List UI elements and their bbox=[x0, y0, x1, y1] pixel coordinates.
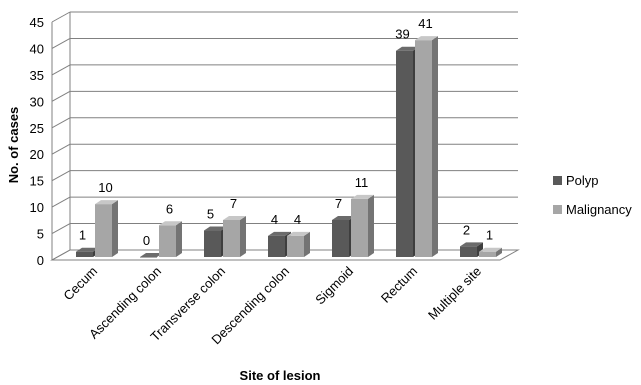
y-tick-label: 45 bbox=[30, 15, 44, 30]
bar-top bbox=[204, 226, 227, 231]
bar-top bbox=[287, 231, 310, 236]
bar-top bbox=[351, 194, 374, 199]
bar-front bbox=[396, 50, 413, 257]
gridlines bbox=[51, 11, 518, 261]
bar-side bbox=[496, 247, 502, 257]
y-tick-label: 5 bbox=[37, 227, 44, 242]
side-gridline bbox=[51, 249, 71, 261]
bar-malignancy-5 bbox=[415, 36, 438, 258]
bar-top bbox=[95, 200, 118, 205]
bar-malignancy-1 bbox=[159, 221, 182, 257]
bar-malignancy-2 bbox=[223, 215, 246, 257]
category-label: Rectum bbox=[378, 264, 420, 306]
data-label: 6 bbox=[166, 201, 173, 216]
bar-front bbox=[223, 219, 240, 257]
bar-side bbox=[240, 215, 246, 257]
side-gridline bbox=[51, 143, 71, 155]
bar-side bbox=[304, 231, 310, 257]
bar-front bbox=[287, 235, 304, 257]
data-label: 10 bbox=[98, 180, 112, 195]
bar-front bbox=[415, 40, 432, 258]
category-label: Cecum bbox=[60, 264, 100, 304]
bar-top bbox=[223, 215, 246, 220]
bar-front bbox=[268, 235, 285, 257]
data-label: 1 bbox=[79, 228, 86, 243]
side-gridline bbox=[51, 38, 71, 49]
data-label: 1 bbox=[486, 228, 493, 243]
bar-top bbox=[415, 36, 438, 41]
y-tick-label: 30 bbox=[30, 94, 44, 109]
bar-malignancy-0 bbox=[95, 200, 118, 257]
bar-side bbox=[112, 200, 118, 257]
legend-label: Polyp bbox=[566, 173, 599, 188]
data-label: 7 bbox=[230, 196, 237, 211]
legend-swatch bbox=[553, 205, 562, 214]
category-label: Multiple site bbox=[425, 264, 484, 323]
bar-front bbox=[140, 257, 157, 258]
y-tick-label: 0 bbox=[37, 253, 44, 268]
data-label: 2 bbox=[463, 222, 470, 237]
y-tick-label: 40 bbox=[30, 41, 44, 56]
bar-malignancy-6 bbox=[479, 247, 502, 257]
y-tick-label: 10 bbox=[30, 200, 44, 215]
bar-top bbox=[332, 215, 355, 220]
bar-top bbox=[396, 46, 419, 51]
bar-front bbox=[351, 198, 368, 257]
bars bbox=[76, 36, 502, 258]
bar-front bbox=[332, 219, 349, 257]
bar-malignancy-4 bbox=[351, 194, 374, 257]
y-tick-label: 35 bbox=[30, 68, 44, 83]
y-tick-label: 20 bbox=[30, 147, 44, 162]
data-label: 11 bbox=[355, 175, 369, 190]
bar-polyp-1 bbox=[140, 253, 163, 258]
data-label: 0 bbox=[143, 233, 150, 248]
side-gridline bbox=[51, 170, 71, 182]
bar-top bbox=[76, 247, 99, 252]
plot-frame bbox=[50, 12, 520, 261]
bar-front bbox=[204, 230, 221, 257]
legend: Polyp Malignancy bbox=[553, 173, 632, 217]
side-gridline bbox=[51, 64, 71, 76]
bar-top bbox=[479, 247, 502, 252]
side-gridline bbox=[51, 196, 71, 208]
bar-top bbox=[140, 253, 163, 257]
bar-front bbox=[479, 251, 496, 257]
bar-top bbox=[159, 221, 182, 226]
y-axis-title: No. of cases bbox=[6, 107, 21, 184]
data-label: 4 bbox=[294, 212, 301, 227]
bar-front bbox=[95, 204, 112, 257]
data-label: 39 bbox=[395, 27, 409, 42]
x-axis-title: Site of lesion bbox=[240, 368, 321, 383]
bar-front bbox=[76, 251, 93, 257]
legend-swatch bbox=[553, 176, 562, 185]
side-gridline bbox=[51, 11, 71, 23]
data-label: 7 bbox=[335, 196, 342, 211]
bar-side bbox=[432, 36, 438, 258]
bar-top bbox=[460, 242, 483, 247]
y-tick-label: 25 bbox=[30, 121, 44, 136]
data-label: 4 bbox=[271, 212, 278, 227]
bar-side bbox=[176, 221, 182, 257]
data-labels: 1 10 0 6 5 7 4 4 7 11 39 41 2 1 bbox=[79, 16, 493, 248]
legend-item-polyp: Polyp bbox=[553, 173, 599, 188]
bar-side bbox=[368, 194, 374, 257]
data-label: 5 bbox=[207, 207, 214, 222]
y-tick-labels: 0 5 10 15 20 25 30 35 40 45 bbox=[30, 15, 44, 268]
category-label: Sigmoid bbox=[312, 264, 356, 308]
side-gridline bbox=[51, 90, 71, 102]
bar-front bbox=[159, 225, 176, 257]
bar-top bbox=[268, 231, 291, 236]
legend-item-malignancy: Malignancy bbox=[553, 202, 632, 217]
bar-malignancy-3 bbox=[287, 231, 310, 257]
y-tick-label: 15 bbox=[30, 174, 44, 189]
bar-front bbox=[460, 246, 477, 257]
side-gridline bbox=[51, 117, 71, 129]
data-label: 41 bbox=[418, 16, 432, 31]
legend-label: Malignancy bbox=[566, 202, 632, 217]
side-gridline bbox=[51, 223, 71, 234]
